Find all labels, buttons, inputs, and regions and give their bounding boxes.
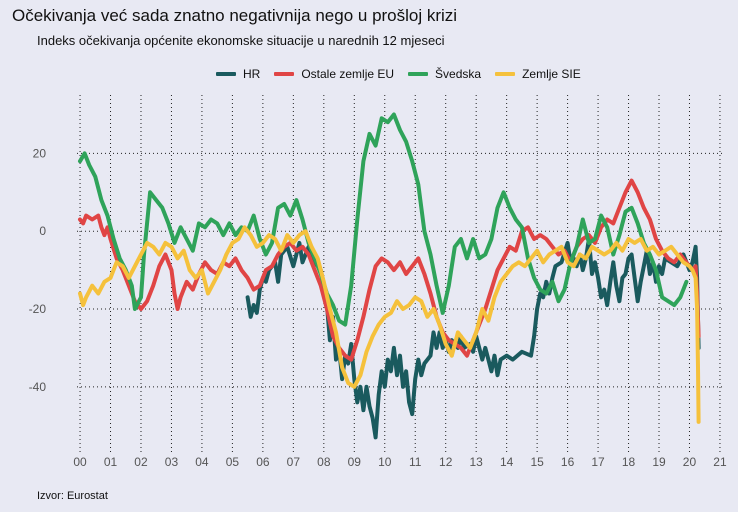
x-tick-label: 09 [348, 455, 362, 469]
legend-swatch-zemlje-sie [495, 72, 516, 76]
source-note: Izvor: Eurostat [37, 490, 108, 502]
x-tick-label: 17 [591, 455, 605, 469]
x-tick-label: 13 [469, 455, 483, 469]
x-tick-label: 14 [500, 455, 514, 469]
legend-label-ostale-zemlje-eu: Ostale zemlje EU [301, 67, 395, 81]
y-axis-tick-labels: -40 -20 0 20 [29, 146, 47, 393]
x-tick-label: 08 [317, 455, 331, 469]
y-tick-label: -40 [29, 380, 47, 394]
legend-item-zemlje-sie: Zemlje SIE [495, 67, 581, 81]
y-tick-label: -20 [29, 302, 47, 316]
legend-label-svedska: Švedska [435, 67, 482, 81]
legend-item-ostale-zemlje-eu: Ostale zemlje EU [274, 67, 394, 81]
x-tick-label: 11 [409, 455, 422, 469]
x-tick-label: 03 [165, 455, 179, 469]
x-tick-label: 05 [226, 455, 240, 469]
x-tick-label: 06 [256, 455, 270, 469]
series-line-ostale-zemlje-eu [78, 178, 701, 362]
legend-item-hr: HR [216, 67, 260, 81]
x-tick-label: 07 [287, 455, 301, 469]
chart-subtitle: Indeks očekivanja općenite ekonomske sit… [37, 33, 445, 48]
x-tick-label: 10 [378, 455, 392, 469]
chart-title: Očekivanja već sada znatno negativnija n… [12, 6, 458, 25]
legend-item-svedska: Švedska [408, 67, 481, 81]
x-tick-label: 16 [561, 455, 575, 469]
series-line-svedska [78, 112, 689, 327]
x-tick-label: 19 [652, 455, 666, 469]
legend-label-zemlje-sie: Zemlje SIE [522, 67, 581, 81]
legend-swatch-ostale-zemlje-eu [274, 72, 295, 76]
legend-label-hr: HR [243, 67, 261, 81]
x-tick-label: 12 [439, 455, 453, 469]
legend-swatch-hr [216, 72, 236, 76]
series-lines [78, 112, 701, 440]
y-tick-label: 20 [33, 146, 47, 160]
x-tick-label: 20 [683, 455, 697, 469]
x-tick-label: 01 [104, 455, 118, 469]
x-tick-label: 02 [134, 455, 148, 469]
chart-legend: HR Ostale zemlje EU Švedska Zemlje SIE [216, 67, 581, 81]
x-tick-label: 18 [622, 455, 636, 469]
x-tick-label: 04 [195, 455, 209, 469]
x-tick-label: 15 [530, 455, 544, 469]
x-tick-label: 21 [713, 455, 727, 469]
legend-swatch-svedska [408, 72, 429, 76]
y-tick-label: 0 [39, 224, 46, 238]
x-axis-tick-labels: 00 01 02 03 04 05 06 07 08 09 10 11 12 13 14 15 16 17 18 19… [73, 455, 727, 469]
series-line-zemlje-sie [78, 225, 701, 424]
x-tick-label: 00 [73, 455, 87, 469]
